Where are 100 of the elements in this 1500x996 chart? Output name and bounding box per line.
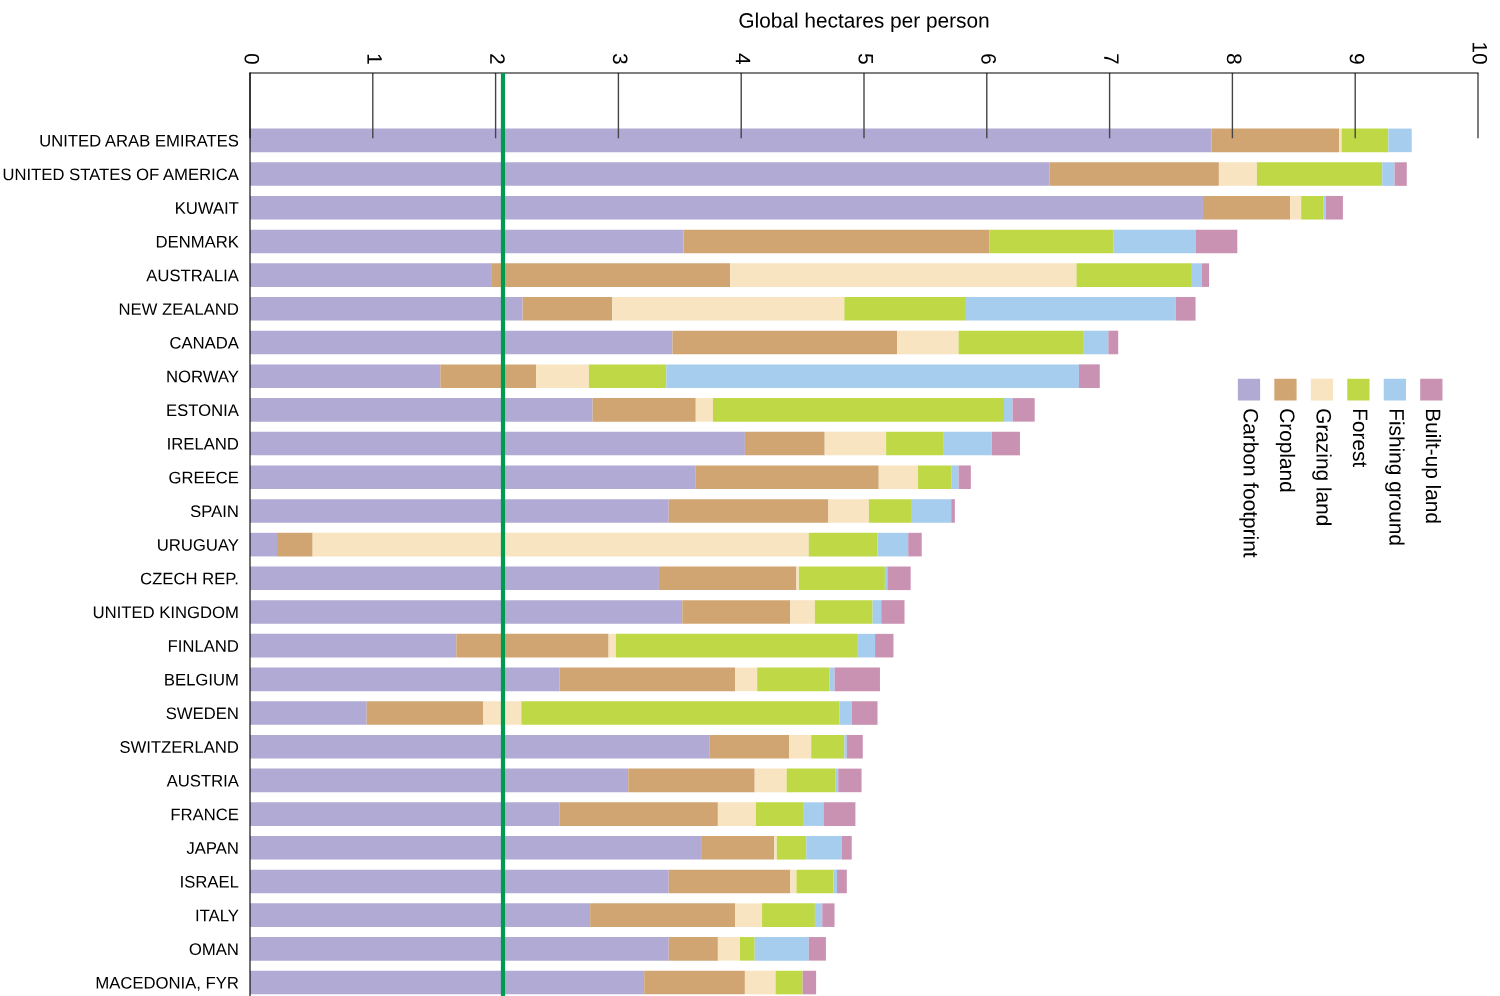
bar <box>908 532 922 557</box>
bar <box>536 364 589 388</box>
bar <box>755 802 804 826</box>
bar <box>250 633 457 658</box>
bar <box>250 903 591 927</box>
y-tick-label: AUSTRIA <box>166 774 239 787</box>
bar <box>808 937 826 961</box>
x-tick-label: 10 <box>1472 43 1488 64</box>
bar <box>803 802 824 826</box>
bar <box>250 667 560 692</box>
bar <box>872 600 882 624</box>
bar <box>250 835 702 860</box>
legend-label: Carbon footprint <box>1239 409 1259 558</box>
bar <box>668 499 829 523</box>
bar <box>808 532 878 557</box>
bar <box>491 263 731 287</box>
bar <box>806 835 842 860</box>
bar <box>877 532 909 557</box>
bar <box>559 667 736 692</box>
bar <box>775 970 803 995</box>
bar <box>250 162 1050 186</box>
bar <box>683 229 990 254</box>
bar <box>754 768 787 793</box>
bar <box>1049 162 1219 186</box>
bar <box>440 364 537 388</box>
bar <box>250 734 710 759</box>
bar <box>250 499 669 523</box>
bar <box>1301 195 1324 220</box>
bar <box>1083 330 1109 355</box>
bar <box>838 768 862 793</box>
bar <box>1108 330 1119 355</box>
bar <box>951 499 955 523</box>
bar <box>943 431 992 456</box>
bar <box>1076 263 1192 287</box>
bar <box>739 937 755 961</box>
bar <box>811 734 845 759</box>
bar <box>911 499 952 523</box>
bar <box>790 600 815 624</box>
bar <box>786 768 836 793</box>
bar <box>312 532 809 557</box>
bar <box>1003 398 1013 422</box>
bar <box>1341 128 1389 153</box>
y-tick-label: UNITED ARAB EMIRATES <box>40 134 239 147</box>
bar <box>1256 162 1383 186</box>
x-tick-label: 7 <box>1104 54 1119 64</box>
bar <box>366 701 484 725</box>
bar <box>701 835 775 860</box>
bar <box>798 566 885 591</box>
x-tick-label: 4 <box>735 53 751 65</box>
y-tick-label: FINLAND <box>168 640 239 652</box>
bar <box>857 633 876 658</box>
bar <box>250 768 629 793</box>
y-tick-label: IRELAND <box>168 438 239 450</box>
bar <box>833 869 837 894</box>
bar <box>834 667 880 692</box>
bar <box>588 364 667 388</box>
bar <box>823 802 856 826</box>
bar <box>841 835 852 860</box>
bar <box>250 398 593 422</box>
bar <box>1339 128 1342 153</box>
x-tick-label: 2 <box>490 54 505 64</box>
bar <box>644 970 745 995</box>
bar <box>1382 162 1395 186</box>
y-tick-label: SWEDEN <box>166 707 238 720</box>
bar <box>839 701 852 725</box>
y-tick-label: SPAIN <box>190 505 238 518</box>
bar <box>1394 162 1407 186</box>
y-tick-label: DENMARK <box>156 236 239 248</box>
y-tick-label: URUGUAY <box>158 539 239 551</box>
bar <box>668 937 718 961</box>
bar <box>695 465 879 490</box>
bar <box>824 431 887 456</box>
bar <box>744 970 776 995</box>
bar <box>846 734 863 759</box>
bar <box>836 869 847 894</box>
bar <box>250 263 492 287</box>
bar <box>250 600 683 624</box>
bar <box>851 701 878 725</box>
bar <box>814 600 873 624</box>
bar <box>250 431 745 456</box>
bar <box>250 364 441 388</box>
bar <box>1211 128 1340 153</box>
bar <box>875 633 894 658</box>
bar <box>1218 162 1257 186</box>
x-tick-label: 8 <box>1226 53 1242 64</box>
y-tick-label: MACEDONIA, FYR <box>96 976 239 991</box>
bar <box>666 364 1079 388</box>
bar <box>886 431 944 456</box>
bar <box>844 734 847 759</box>
bar <box>522 297 613 321</box>
legend-label: Grazing land <box>1312 409 1332 525</box>
bar <box>897 330 959 355</box>
bar <box>250 330 673 355</box>
bar <box>735 667 758 692</box>
bar <box>762 903 815 927</box>
bar <box>754 937 809 961</box>
bar <box>744 431 825 456</box>
bar <box>951 465 959 490</box>
x-tick-label: 1 <box>367 54 382 64</box>
legend-label: Built-up land <box>1421 409 1442 523</box>
